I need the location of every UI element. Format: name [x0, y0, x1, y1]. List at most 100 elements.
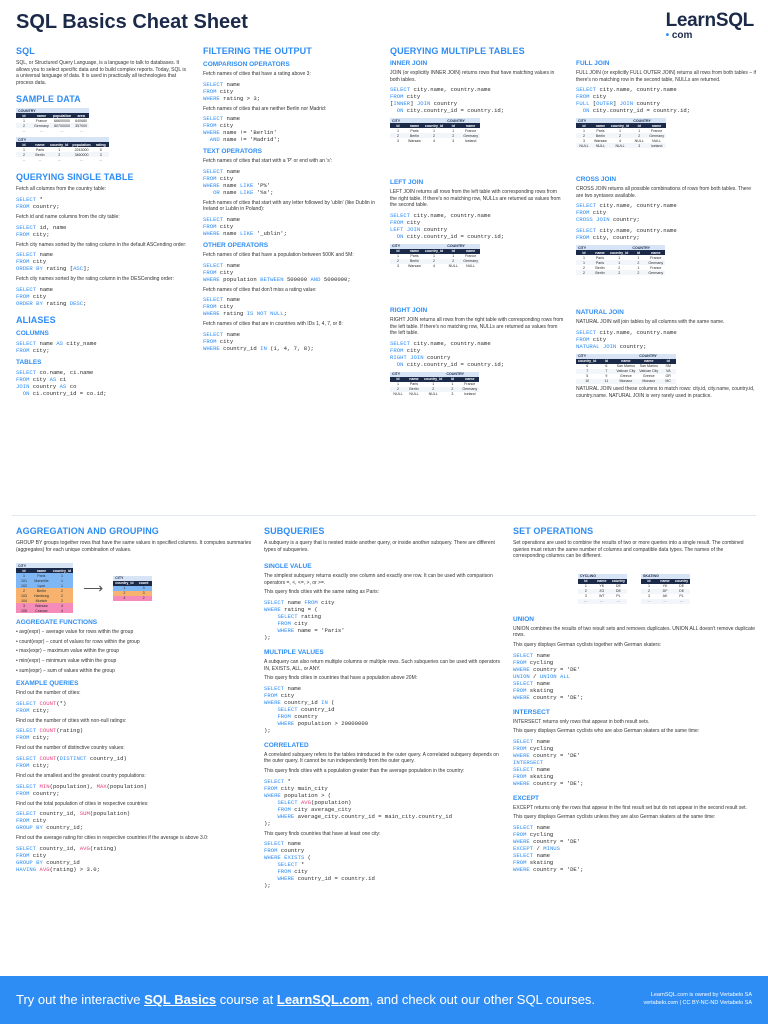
table-cell: Berlin	[32, 588, 51, 594]
table-cell: 1	[23, 118, 25, 123]
table-cell: 1	[608, 260, 631, 266]
table-cell: Germany	[646, 270, 666, 276]
vertabelo-link[interactable]: vertabelo.com | CC BY-NC-ND Vertabelo SA	[643, 1000, 752, 1006]
table-cell: 1	[618, 255, 621, 260]
text-operator-text-1: Fetch names of cities that start with an…	[203, 199, 375, 213]
table-cell: 2	[630, 270, 647, 276]
table-cell: WT	[599, 594, 605, 599]
table-cell: 3	[451, 392, 454, 397]
table-cell: 4	[113, 595, 136, 601]
learnsql-logo[interactable]: LearnSQL • com	[666, 10, 755, 41]
table-cell: 1	[619, 128, 622, 133]
arrow-right-icon: ⟶	[83, 579, 104, 596]
table-cell: 1	[50, 573, 74, 579]
sql-heading: SQL	[16, 46, 35, 56]
table-cell: 2	[445, 258, 462, 264]
querying-multiple-section: QUERYING MULTIPLE TABLES INNER JOIN JOIN…	[390, 46, 760, 402]
comparison-code-0: SELECT name FROM city WHERE rating > 3;	[203, 80, 261, 102]
table-row: 10 11 Monaco Monaco MC	[576, 378, 677, 384]
learnsql-link[interactable]: LearnSQL.com	[276, 992, 370, 1007]
natural-join-table: CITY COUNTRY country_id id name name id 6 6 San M…	[576, 353, 677, 384]
table-cell: 6	[586, 364, 589, 369]
table-name-label: CITY	[16, 137, 109, 143]
table-row: 1 France 66600000 640680	[16, 118, 89, 123]
table-cell: Germany	[461, 258, 481, 264]
table-header-cell: population	[70, 142, 93, 148]
aggregation-example-text-5: Find out the average rating for cities i…	[16, 835, 209, 842]
table-cell: Berlin	[595, 265, 605, 270]
table-cell: ...	[38, 157, 42, 162]
table-row: 1 YK DE	[578, 584, 627, 589]
table-name-label: CITY	[390, 371, 445, 377]
table-row: 7 7 Vatican City Vatican City VA	[576, 368, 677, 374]
table-cell: 2	[390, 133, 406, 139]
table-row: 3 Warsaw 4 NULL NULL	[390, 264, 480, 269]
querying-single-heading: QUERYING SINGLE TABLE	[16, 172, 134, 183]
table-header-cell: id	[390, 376, 406, 382]
table-header-cell: country	[609, 578, 627, 584]
table-cell: Monaco	[614, 378, 638, 384]
aggregation-text: GROUP BY groups together rows that have …	[16, 540, 252, 553]
table-cell: 2	[576, 270, 592, 276]
table-header-cell: name	[461, 123, 481, 129]
text-operator-text-0: Fetch names of cities that start with a …	[203, 158, 333, 165]
table-cell: Iceland	[647, 143, 667, 149]
table-cell: DE	[673, 588, 691, 594]
intersect-heading: INTERSECT	[513, 708, 550, 716]
table-name-label: CYCLING	[577, 573, 627, 579]
table-cell: ...	[577, 598, 594, 604]
table-cell: 1	[432, 382, 435, 387]
natural-join-text: NATURAL JOIN will join tables by all col…	[576, 319, 725, 326]
table-header-cell: name	[460, 376, 480, 382]
table-header-cell: id	[390, 248, 406, 254]
table-name-label: COUNTRY	[631, 118, 667, 124]
table-row: 2 Germany 80700000 357000	[16, 123, 90, 129]
table-cell: 357000	[73, 123, 90, 129]
table-cell: 2	[630, 260, 647, 266]
table-header-cell: id	[16, 568, 32, 574]
intersect-code: SELECT name FROM cycling WHERE country =…	[513, 737, 584, 787]
table-cell: NULL	[634, 138, 644, 143]
table-row: 3 WT PL	[578, 594, 627, 599]
table-cell: DE	[615, 584, 621, 589]
multiple-values-text: A subquery can also return multiple colu…	[264, 658, 500, 672]
table-cell: 2	[422, 258, 446, 264]
correlated-text: A correlated subquery refers to the tabl…	[264, 751, 499, 765]
table-cell: 3	[135, 585, 152, 591]
table-cell: Munich	[32, 598, 51, 604]
aggregation-example-code-4: SELECT country_id, SUM(population) FROM …	[16, 810, 131, 832]
other-operator-code-2: SELECT name FROM city WHERE country_id I…	[203, 330, 314, 352]
table-header-cell: name	[32, 568, 51, 574]
comparison-text-1: Fetch names of cities that are neither B…	[203, 105, 327, 112]
table-row: 3 AK PL	[641, 594, 690, 599]
table-cell: NULL	[466, 264, 476, 269]
table-row: 1 Paris 1	[16, 573, 74, 579]
table-cell: 1	[113, 585, 136, 591]
table-cell: 3	[584, 594, 587, 599]
aggregation-example-code-5: SELECT country_id, AVG(rating) FROM city…	[16, 844, 117, 873]
table-cell: 105	[16, 608, 32, 614]
aliases-columns-heading: COLUMNS	[16, 329, 49, 337]
table-name-label: COUNTRY	[444, 371, 480, 377]
aggregate-function-item: • sum(expr) − sum of values within the g…	[16, 667, 115, 674]
querying-single-text-0: Fetch all columns from the country table…	[16, 186, 107, 193]
set-tables: CYCLING id name country 1 YK DE 2 ZG DE 3 WT PL.....…	[513, 573, 755, 604]
table-name-label: CITY	[390, 243, 446, 249]
multiple-values-code: SELECT name FROM city WHERE country_id I…	[264, 684, 369, 734]
subqueries-section: SUBQUERIES A subquery is a query that is…	[264, 526, 502, 893]
table-cell: 66600000	[53, 118, 70, 123]
querying-multiple-heading: QUERYING MULTIPLE TABLES	[390, 46, 525, 56]
natural-join-code: SELECT city.name, country.name FROM city…	[576, 328, 677, 350]
table-header-cell: id	[631, 123, 648, 129]
table-header-cell: name	[647, 123, 667, 129]
sql-basics-link[interactable]: SQL Basics	[144, 992, 217, 1007]
table-name-label: COUNTRY	[445, 118, 481, 124]
table-cell: 4	[619, 138, 622, 143]
table-cell: 2	[444, 386, 461, 392]
table-cell: ...	[609, 598, 627, 604]
table-cell: 101	[16, 578, 32, 584]
column-2: FILTERING THE OUTPUT COMPARISON OPERATOR…	[203, 46, 377, 356]
table-row: ...............	[16, 157, 109, 162]
table-name-label: COUNTRY	[16, 108, 90, 114]
querying-single-code-2: SELECT name FROM city ORDER BY rating [A…	[16, 251, 90, 273]
